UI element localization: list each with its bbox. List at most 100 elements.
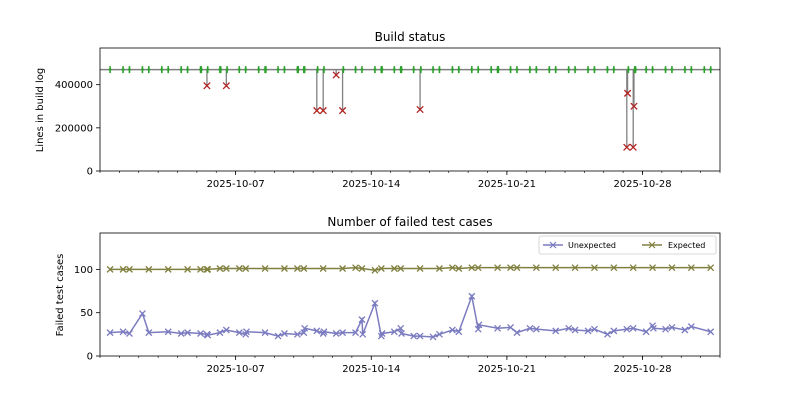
p1-y-tick-label: 100	[74, 265, 93, 276]
series-point-unexpected	[106, 329, 114, 337]
p1-y-tick-label: 50	[80, 308, 93, 319]
build-success-marker	[683, 66, 687, 74]
build-success-marker	[457, 66, 461, 74]
series-point-unexpected	[642, 328, 650, 336]
build-status-y-axis-label: Lines in build log	[35, 68, 46, 153]
series-point-expected	[280, 265, 288, 272]
build-success-marker	[437, 66, 442, 74]
build-success-marker	[586, 66, 590, 74]
build-success-marker	[108, 66, 112, 74]
series-point-unexpected	[410, 332, 418, 340]
build-success-marker	[626, 66, 630, 74]
build-success-marker	[373, 66, 377, 74]
series-point-expected	[390, 265, 398, 272]
series-point-expected	[649, 264, 657, 272]
series-point-unexpected	[222, 326, 230, 334]
series-point-unexpected	[145, 329, 153, 337]
build-success-marker	[496, 66, 500, 74]
build-success-marker	[709, 66, 713, 74]
series-point-unexpected	[584, 327, 592, 335]
series-point-expected	[358, 265, 366, 272]
build-success-marker	[508, 66, 513, 74]
series-point-expected	[119, 265, 127, 273]
p1-x-tick-label: 2025-10-28	[613, 364, 671, 375]
p0-x-tick-label: 2025-10-21	[478, 179, 536, 190]
build-success-marker	[650, 66, 655, 74]
build-success-marker	[219, 66, 223, 74]
build-success-marker	[257, 66, 261, 74]
build-failure-marker	[313, 106, 321, 115]
build-success-marker	[476, 66, 480, 74]
p1-x-tick-label: 2025-10-21	[478, 364, 536, 375]
failed-tests-title: Number of failed test cases	[327, 215, 492, 229]
series-point-expected	[145, 265, 153, 273]
series-point-expected	[106, 265, 114, 273]
series-point-unexpected	[687, 323, 695, 331]
series-point-expected	[261, 265, 269, 272]
build-success-marker	[419, 66, 423, 74]
series-point-unexpected	[649, 324, 657, 332]
build-success-marker	[147, 66, 151, 74]
series-point-expected	[455, 265, 463, 272]
series-point-expected	[590, 264, 598, 272]
p0-y-tick-label: 0	[87, 167, 93, 178]
build-success-marker	[670, 66, 674, 74]
series-point-unexpected	[320, 328, 328, 336]
build-success-marker	[237, 66, 241, 74]
series-point-unexpected	[164, 328, 172, 336]
p1-x-tick-label: 2025-10-14	[342, 364, 400, 375]
series-point-expected	[222, 265, 230, 272]
series-point-unexpected	[513, 329, 521, 337]
series-point-expected	[507, 264, 515, 272]
series-point-expected	[668, 264, 676, 272]
failed-tests-y-axis-label: Failed test cases	[55, 254, 66, 337]
series-point-expected	[197, 265, 205, 273]
series-point-expected	[448, 264, 456, 272]
series-point-unexpected	[243, 328, 250, 336]
series-point-expected	[242, 265, 250, 272]
build-success-marker	[322, 66, 326, 74]
series-point-unexpected	[204, 331, 212, 339]
series-point-expected	[319, 265, 327, 272]
series-point-unexpected	[526, 324, 534, 332]
series-point-unexpected	[125, 330, 133, 337]
series-point-expected	[435, 265, 443, 272]
legend-expected-marker	[648, 241, 656, 249]
build-success-marker	[282, 66, 287, 74]
build-failure-marker	[319, 106, 327, 115]
build-success-marker	[303, 66, 307, 74]
build-success-marker	[341, 66, 345, 74]
series-point-expected	[125, 265, 133, 273]
series-point-expected	[204, 265, 212, 273]
build-success-marker	[554, 66, 558, 74]
series-point-unexpected	[138, 310, 146, 318]
build-failure-marker	[629, 143, 637, 151]
build-success-marker	[573, 66, 577, 74]
series-point-expected	[707, 264, 715, 272]
build-success-marker	[392, 66, 396, 74]
series-point-unexpected	[301, 324, 309, 332]
build-success-marker	[450, 66, 455, 74]
legend-unexpected-marker	[549, 241, 557, 249]
series-point-expected	[352, 264, 360, 272]
series-point-expected	[687, 264, 695, 272]
series-point-unexpected	[313, 327, 321, 335]
series-point-unexpected	[235, 329, 243, 337]
series-point-unexpected	[629, 324, 637, 332]
series-point-expected	[494, 264, 502, 272]
build-status-axes: 2025-10-07 2025-10-14 2025-10-21 2025-10-28…	[55, 47, 721, 190]
build-success-marker	[633, 66, 638, 74]
build-failure-marker	[332, 71, 340, 79]
build-success-marker	[663, 66, 668, 74]
series-point-unexpected	[565, 324, 573, 332]
series-point-expected	[474, 264, 482, 272]
build-status-marks	[100, 66, 720, 151]
series-point-unexpected	[119, 328, 127, 336]
failed-tests-axes: 2025-10-07 2025-10-14 2025-10-21 2025-10-28…	[74, 232, 721, 375]
build-success-marker	[206, 66, 210, 74]
series-point-unexpected	[552, 327, 560, 335]
series-point-expected	[216, 265, 224, 272]
build-success-marker	[225, 66, 229, 74]
series-point-unexpected	[494, 324, 502, 332]
